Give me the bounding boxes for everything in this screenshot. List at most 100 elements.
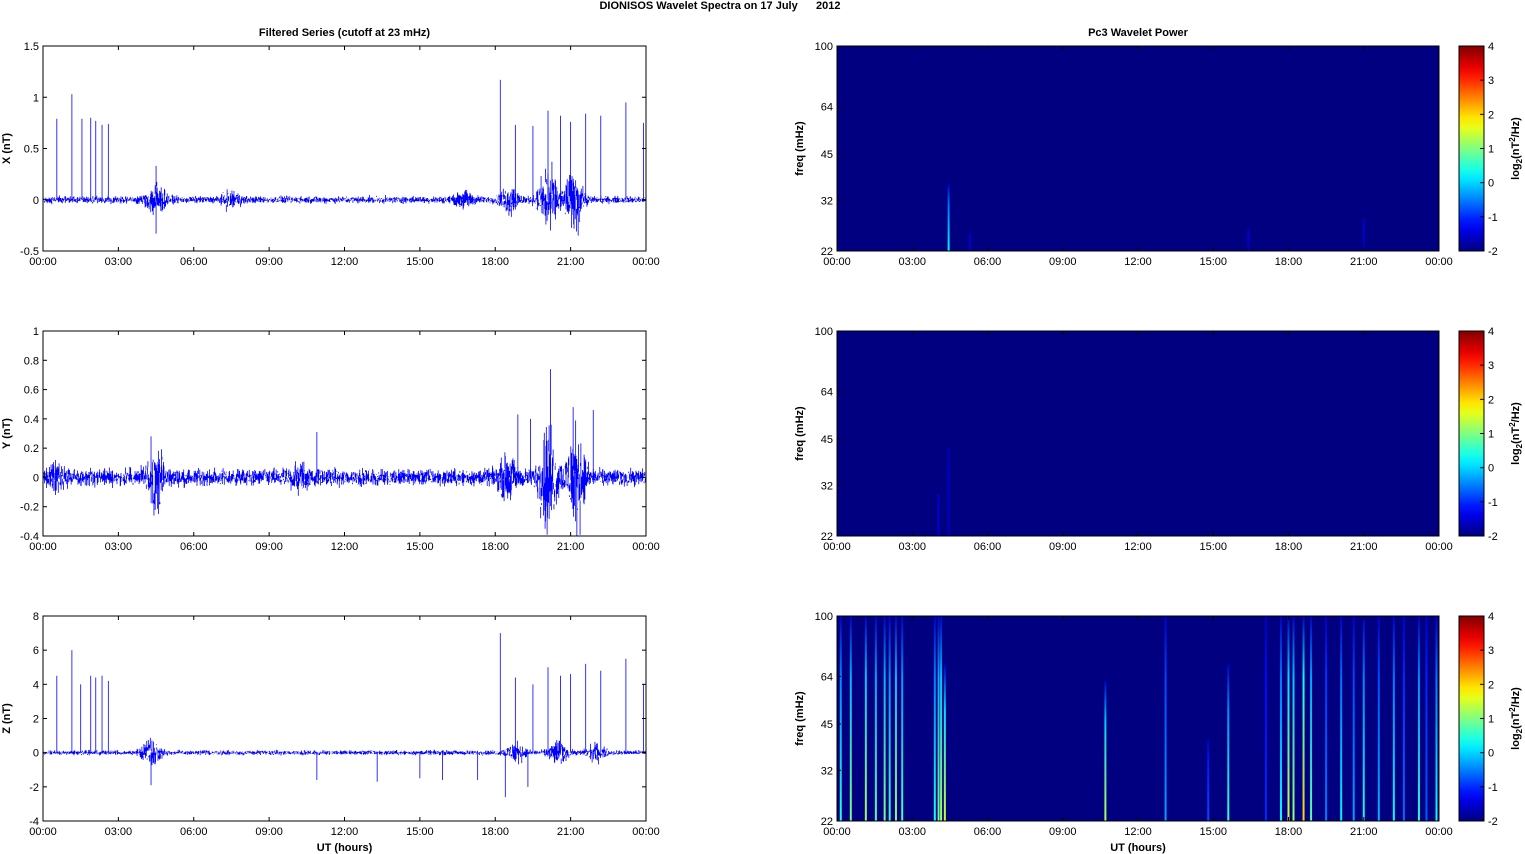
heatmap-x-xtick-label: 00:00 (823, 256, 851, 268)
heatmap-z-streak (874, 616, 877, 821)
heatmap-x-ytick-label: 22 (821, 246, 833, 258)
line-z-xlabel: UT (hours) (317, 842, 373, 854)
line-x-xtick-label: 06:00 (180, 256, 208, 268)
heatmap-z-streak (1325, 616, 1328, 821)
heatmap-x-colorbar-tick-label: 1 (1488, 144, 1494, 156)
line-z-ylabel: Z (nT) (1, 703, 13, 734)
line-x-xtick-label: 18:00 (481, 256, 509, 268)
line-x-xtick-label: 12:00 (331, 256, 359, 268)
line-y-xtick-label: 15:00 (406, 541, 434, 553)
heatmap-z-streak (864, 616, 867, 821)
line-x-xtick-label: 00:00 (632, 256, 660, 268)
heatmap-x-streak (947, 184, 950, 251)
heatmap-x-xtick-label: 03:00 (898, 256, 926, 268)
heatmap-x-xtick-label: 18:00 (1275, 256, 1303, 268)
line-x-series (43, 79, 646, 236)
line-z-ytick-label: -2 (29, 782, 39, 794)
line-z-xtick-label: 03:00 (105, 826, 133, 838)
heatmap-y-colorbar-label: log2(nT2/Hz) (1508, 402, 1524, 465)
line-y-xtick-label: 00:00 (29, 541, 57, 553)
line-z-ytick-label: 6 (33, 645, 39, 657)
heatmap-z-colorbar-tick-label: 2 (1488, 679, 1494, 691)
heatmap-z-streak (894, 616, 897, 821)
heatmap-x-streak (1362, 218, 1365, 251)
line-z-plot-area (43, 616, 646, 821)
heatmap-y-colorbar-tick-label: 0 (1488, 463, 1494, 475)
heatmap-y-ylabel: freq (mHz) (794, 406, 806, 461)
heatmap-x-colorbar-label: log2(nT2/Hz) (1508, 117, 1524, 180)
line-x-trace (43, 161, 646, 232)
heatmap-z-colorbar-tick-label: 3 (1488, 645, 1494, 657)
heatmap-z-xtick-label: 21:00 (1350, 826, 1378, 838)
heatmap-z-xlabel: UT (hours) (1110, 842, 1166, 854)
line-z-ytick-label: 4 (33, 679, 39, 691)
heatmap-x-xtick-label: 12:00 (1124, 256, 1152, 268)
heatmap-y-xtick-label: 00:00 (823, 541, 851, 553)
heatmap-z-streak (1425, 616, 1428, 821)
heatmap-z-colorbar-tick-label: 1 (1488, 714, 1494, 726)
line-z-xtick-label: 18:00 (481, 826, 509, 838)
heatmap-z-streak (1287, 616, 1290, 821)
line-x-ytick-label: 0 (33, 195, 39, 207)
heatmap-z-background (837, 616, 1439, 821)
heatmap-z-streaks (839, 616, 1438, 821)
line-z-ytick-label: 0 (33, 748, 39, 760)
heatmap-x-colorbar-tick-label: 2 (1488, 109, 1494, 121)
heatmap-z-xtick-label: 06:00 (974, 826, 1002, 838)
heatmap-y-colorbar-tick-label: -1 (1488, 497, 1498, 509)
heatmap-z-streak (1435, 616, 1438, 821)
heatmap-x-streak (1247, 228, 1250, 251)
line-y-xtick-label: 03:00 (105, 541, 133, 553)
heatmap-x-xtick-label: 15:00 (1199, 256, 1227, 268)
line-y-ytick-label: 0.8 (24, 355, 39, 367)
heatmap-y-ytick-label: 100 (815, 326, 833, 338)
heatmap-z-xtick-label: 12:00 (1124, 826, 1152, 838)
heatmap-x-colorbar-tick-label: 3 (1488, 75, 1494, 87)
heatmap-z-streak (839, 616, 842, 821)
heatmap-x-xtick-label: 06:00 (974, 256, 1002, 268)
heatmap-x-streak (968, 233, 971, 251)
heatmap-y-background (837, 331, 1439, 536)
heatmap-y-ytick-label: 22 (821, 531, 833, 543)
heatmap-z-streak (1264, 616, 1267, 821)
line-y-xtick-label: 09:00 (255, 541, 283, 553)
line-y-xtick-label: 21:00 (557, 541, 585, 553)
line-x-title: Filtered Series (cutoff at 23 mHz) (259, 27, 430, 39)
heatmap-z-xtick-label: 15:00 (1199, 826, 1227, 838)
heatmap-z-streak (1340, 616, 1343, 821)
heatmap-y-streaks (937, 448, 950, 536)
line-y-ytick-label: 0.6 (24, 385, 39, 397)
line-z-xtick-label: 12:00 (331, 826, 359, 838)
line-z-xtick-label: 00:00 (29, 826, 57, 838)
line-y-ytick-label: 0 (33, 472, 39, 484)
heatmap-z-xtick-label: 03:00 (898, 826, 926, 838)
line-z-xtick-label: 00:00 (632, 826, 660, 838)
line-y-xtick-label: 12:00 (331, 541, 359, 553)
line-z-trace (43, 737, 646, 767)
heatmap-x-colorbar-tick-label: -1 (1488, 212, 1498, 224)
line-x-xtick-label: 09:00 (255, 256, 283, 268)
heatmap-z-streak (1207, 740, 1210, 821)
heatmap-z-ytick-label: 22 (821, 816, 833, 828)
panels: -0.5 0 0.5 1 1.5 00:00 03:00 06:00 09:00 12:00 15:… (1, 27, 1524, 854)
heatmap-x-ytick-label: 45 (821, 149, 833, 161)
line-y-xtick-label: 06:00 (180, 541, 208, 553)
heatmap-y-colorbar-tick-label: 3 (1488, 360, 1494, 372)
heatmap-z-streak (888, 616, 891, 821)
heatmap-z-xtick-label: 18:00 (1275, 826, 1303, 838)
heatmap-z-ytick-label: 32 (821, 765, 833, 777)
line-z-ytick-label: -4 (29, 816, 39, 828)
line-x-xtick-label: 03:00 (105, 256, 133, 268)
line-x-ylabel: X (nT) (1, 133, 13, 164)
heatmap-z-ytick-label: 45 (821, 719, 833, 731)
heatmap-z-xtick-label: 09:00 (1049, 826, 1077, 838)
line-x-xtick-label: 00:00 (29, 256, 57, 268)
line-y-xtick-label: 18:00 (481, 541, 509, 553)
heatmap-y-xtick-label: 18:00 (1275, 541, 1303, 553)
heatmap-z-xtick-label: 00:00 (823, 826, 851, 838)
heatmap-z-streak (901, 616, 904, 821)
heatmap-y-colorbar-tick-label: 1 (1488, 429, 1494, 441)
heatmap-x-streaks (947, 184, 1365, 251)
